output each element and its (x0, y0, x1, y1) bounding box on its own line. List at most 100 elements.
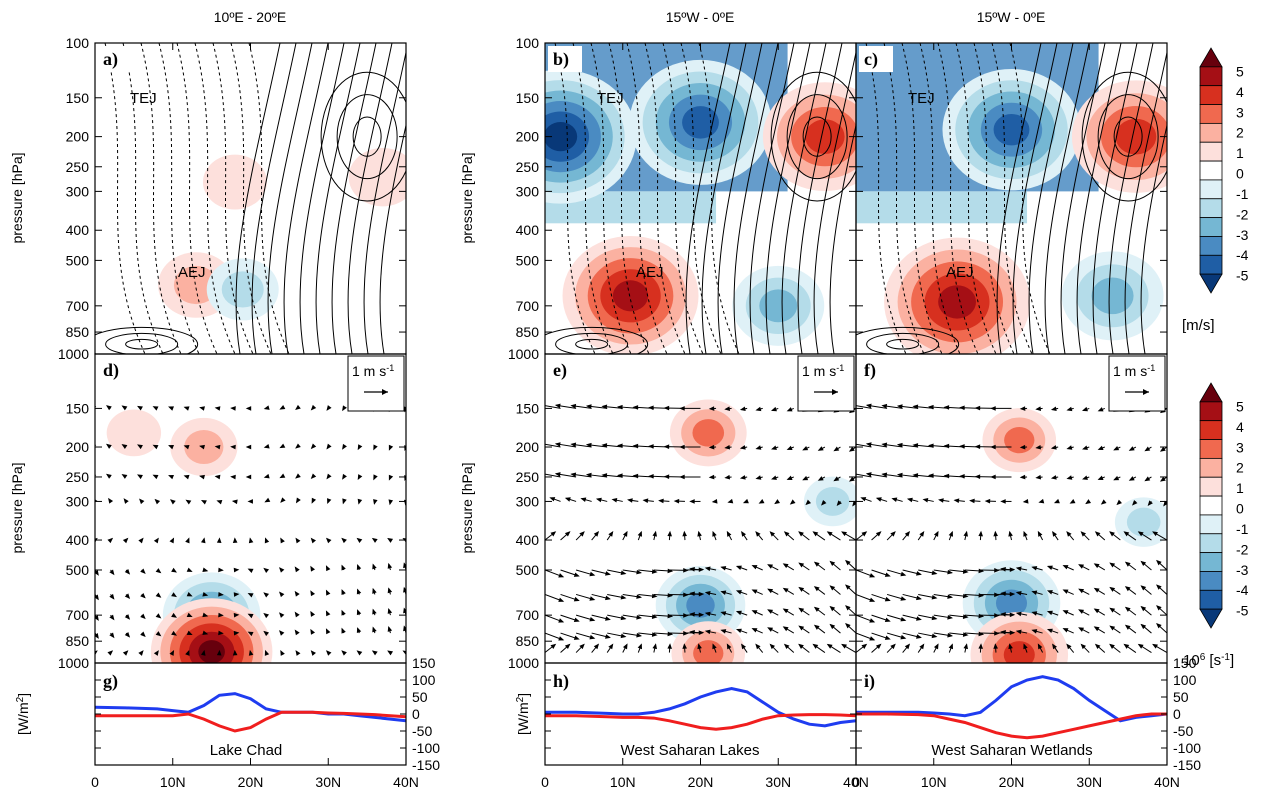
vector-head (959, 405, 965, 411)
ytick-label-bottom: -50 (1173, 723, 1193, 739)
field-level (693, 640, 724, 663)
ytick-label-top: 400 (66, 222, 90, 238)
vector-head (233, 630, 240, 636)
jet-core-contour (1081, 71, 1167, 202)
vector-head (912, 473, 919, 478)
vector-shaft (856, 443, 872, 448)
vector-head (585, 472, 592, 478)
flux-series-1 (545, 713, 856, 731)
westerly-contour (996, 43, 1042, 354)
vector-head (1137, 531, 1144, 537)
vector-head (247, 631, 254, 637)
field-level (815, 486, 850, 516)
field-blob-d-13 (106, 409, 162, 457)
vector-head (990, 406, 996, 411)
contour-lines (95, 43, 1167, 354)
vector-head (608, 530, 614, 537)
panel-label-d: d) (103, 360, 119, 381)
vector-head (294, 590, 300, 597)
vector-head (200, 500, 207, 505)
vector-head (233, 612, 240, 618)
vector-head (959, 444, 965, 449)
vector-head (990, 474, 996, 480)
vector-head (712, 530, 717, 537)
vector-head (1156, 584, 1162, 590)
vector-shaft (856, 405, 872, 409)
vector-head (919, 530, 925, 537)
vector-head (589, 616, 596, 622)
vector-head (1062, 589, 1069, 594)
vector-head (798, 562, 805, 568)
vector-head (769, 643, 776, 650)
vector-head (373, 474, 378, 481)
easterly-contour (991, 43, 1033, 354)
vector-head (1132, 499, 1138, 506)
vector-head (735, 628, 742, 634)
vector-head (884, 617, 891, 623)
ytick-label-top: 200 (516, 129, 540, 145)
vector-head (735, 610, 742, 616)
westerly-contour (685, 43, 731, 354)
vector-head (263, 592, 270, 598)
westerly-contour (765, 43, 811, 354)
xtick-label: 0 (541, 774, 549, 790)
vector-head (916, 634, 922, 639)
vector-head (798, 625, 805, 631)
jet-core-contour (770, 71, 856, 202)
westerly-contour (749, 43, 795, 354)
vector-head (865, 442, 872, 447)
colorbar-tick-label: 4 (1236, 84, 1244, 100)
vector-head (387, 650, 394, 656)
vector-head (278, 567, 285, 573)
vector-head (1156, 605, 1162, 611)
vector-head (579, 643, 585, 650)
vector-head (673, 498, 680, 504)
vector-head (1052, 530, 1058, 537)
vector-head (185, 537, 190, 544)
vector-head (356, 537, 363, 544)
vector-head (155, 631, 162, 637)
colorbar-tick-label: -3 (1236, 227, 1249, 243)
vector-head (959, 474, 965, 479)
vector-head (1124, 586, 1131, 592)
vectors-e (545, 403, 856, 653)
westerly-contour (331, 43, 377, 354)
vector-head (663, 474, 670, 479)
vector-head (679, 474, 685, 480)
vector-head (821, 499, 827, 506)
vector-head (978, 530, 983, 537)
low-level-contour (105, 332, 179, 354)
vector-head (884, 635, 891, 640)
vector-head (620, 615, 627, 621)
vector-head (216, 537, 222, 543)
vector-head (689, 566, 695, 572)
vector-head (171, 630, 177, 636)
vector-head (802, 475, 809, 481)
vector-head (1140, 585, 1147, 591)
vector-head (962, 569, 969, 574)
vector-head (1066, 406, 1073, 412)
vector-head (636, 569, 643, 575)
vector-head (1123, 643, 1130, 649)
easterly-contour (919, 43, 961, 354)
vector-head (1144, 446, 1151, 452)
jet-core-contour (336, 94, 398, 180)
vector-head (845, 584, 851, 590)
ytick-label-middle: 400 (516, 532, 540, 548)
vector-head (931, 594, 938, 600)
vector-shaft (545, 443, 561, 448)
vector-head (984, 498, 991, 504)
vector-head (601, 443, 608, 448)
vector-head (869, 636, 876, 641)
vector-head (373, 444, 378, 451)
vector-head (948, 530, 953, 537)
vector-head (704, 611, 711, 617)
vector-head (139, 498, 145, 505)
colorbar-segment (1199, 160, 1223, 181)
vector-head (947, 632, 954, 638)
vector-head (202, 612, 209, 618)
vector-head (651, 593, 658, 599)
jet-core-contour (1097, 94, 1159, 180)
vector-head (1022, 498, 1029, 504)
